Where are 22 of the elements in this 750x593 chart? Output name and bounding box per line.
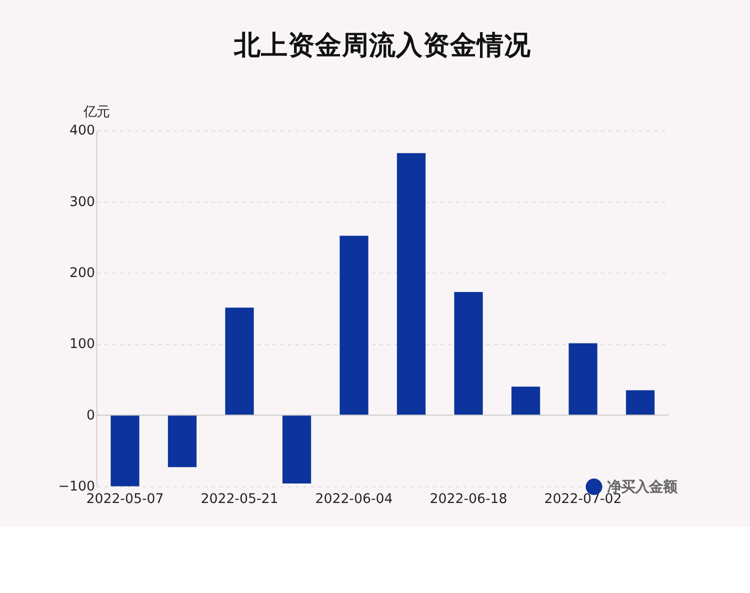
x-tick-label: 2022-05-07 bbox=[86, 492, 164, 508]
y-tick-label: 300 bbox=[69, 194, 95, 210]
y-axis-title: 亿元 bbox=[82, 105, 110, 120]
bar bbox=[225, 308, 254, 416]
bar bbox=[168, 415, 197, 468]
bar bbox=[511, 386, 540, 416]
x-tick-label: 2022-07-02 bbox=[544, 492, 622, 508]
x-tick-label: 2022-06-04 bbox=[315, 492, 393, 508]
bar bbox=[110, 415, 140, 486]
bar bbox=[626, 390, 655, 416]
bar bbox=[282, 415, 312, 484]
y-tick-label: 200 bbox=[69, 266, 95, 282]
y-tick-label: 100 bbox=[69, 337, 95, 352]
x-tick-label: 2022-06-18 bbox=[430, 492, 508, 508]
bar bbox=[340, 236, 368, 416]
y-tick-label: 400 bbox=[69, 124, 95, 139]
y-tick-label: 0 bbox=[86, 408, 95, 424]
chart-title: 北上资金周流入资金情况 bbox=[233, 30, 532, 62]
x-tick-label: 2022-05-21 bbox=[200, 492, 278, 508]
bar bbox=[396, 153, 426, 416]
bar bbox=[568, 343, 598, 416]
bar bbox=[454, 292, 483, 416]
